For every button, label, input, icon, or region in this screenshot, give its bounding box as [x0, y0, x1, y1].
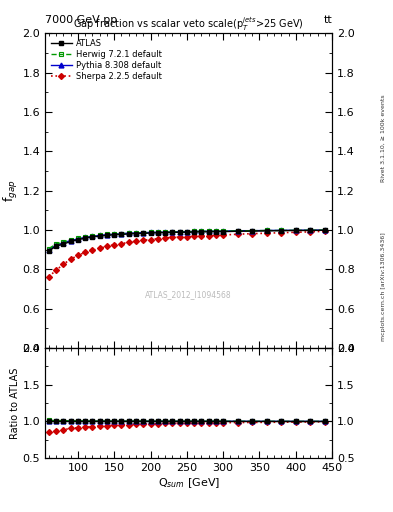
Legend: ATLAS, Herwig 7.2.1 default, Pythia 8.308 default, Sherpa 2.2.5 default: ATLAS, Herwig 7.2.1 default, Pythia 8.30…: [50, 37, 163, 83]
Text: ATLAS_2012_I1094568: ATLAS_2012_I1094568: [145, 290, 232, 299]
Title: Gap fraction vs scalar veto scale(p$_T^{jets}$>25 GeV): Gap fraction vs scalar veto scale(p$_T^{…: [73, 15, 304, 33]
Y-axis label: Ratio to ATLAS: Ratio to ATLAS: [10, 368, 20, 439]
Text: 7000 GeV pp: 7000 GeV pp: [45, 15, 118, 26]
X-axis label: Q$_{sum}$ [GeV]: Q$_{sum}$ [GeV]: [158, 476, 220, 489]
Text: tt: tt: [323, 15, 332, 26]
Y-axis label: f$_{gap}$: f$_{gap}$: [2, 179, 20, 202]
Text: Rivet 3.1.10, ≥ 100k events: Rivet 3.1.10, ≥ 100k events: [381, 94, 386, 182]
Text: mcplots.cern.ch [arXiv:1306.3436]: mcplots.cern.ch [arXiv:1306.3436]: [381, 232, 386, 341]
